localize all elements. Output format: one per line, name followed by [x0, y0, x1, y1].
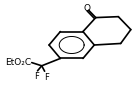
Text: F: F — [34, 72, 39, 81]
Text: O: O — [83, 4, 90, 13]
Text: EtO₂C: EtO₂C — [5, 58, 31, 67]
Text: F: F — [44, 73, 49, 82]
